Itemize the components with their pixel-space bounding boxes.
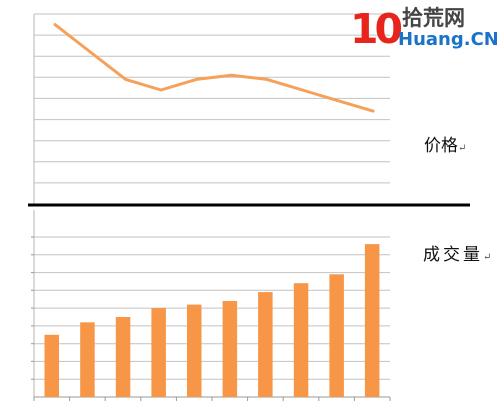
- price-point: [371, 109, 375, 113]
- price-point: [230, 73, 234, 77]
- watermark-mark: 10: [350, 5, 402, 53]
- volume-bar: [364, 244, 380, 397]
- volume-bar: [329, 274, 344, 397]
- site-watermark: 10 拾荒网 Huang.CN: [350, 5, 497, 53]
- price-line-path: [53, 23, 375, 113]
- volume-label: 成交量↵: [423, 245, 491, 265]
- price-point: [53, 23, 57, 26]
- volume-series: [44, 244, 380, 397]
- volume-axis-ticks: [31, 236, 391, 401]
- volume-bar: [44, 334, 59, 397]
- volume-bar: [293, 283, 309, 397]
- watermark-line1: 拾荒网: [402, 6, 465, 30]
- price-point: [265, 78, 269, 81]
- watermark-line2: Huang.CN: [398, 29, 497, 50]
- volume-bar: [258, 292, 273, 397]
- price-series: [53, 23, 375, 113]
- price-point: [194, 78, 198, 81]
- price-point: [124, 78, 128, 81]
- volume-bar: [80, 322, 95, 397]
- volume-bar: [187, 304, 202, 397]
- volume-bar: [151, 308, 166, 397]
- price-point: [88, 50, 92, 54]
- volume-bar: [222, 301, 238, 397]
- price-gridlines: [34, 13, 390, 184]
- price-point: [336, 99, 339, 102]
- volume-bar: [115, 317, 131, 397]
- price-point: [300, 88, 304, 92]
- price-point: [159, 88, 163, 92]
- price-label-return-mark: ↵: [458, 143, 466, 154]
- price-label: 价格↵: [424, 136, 466, 156]
- volume-label-return-mark: ↵: [483, 252, 491, 263]
